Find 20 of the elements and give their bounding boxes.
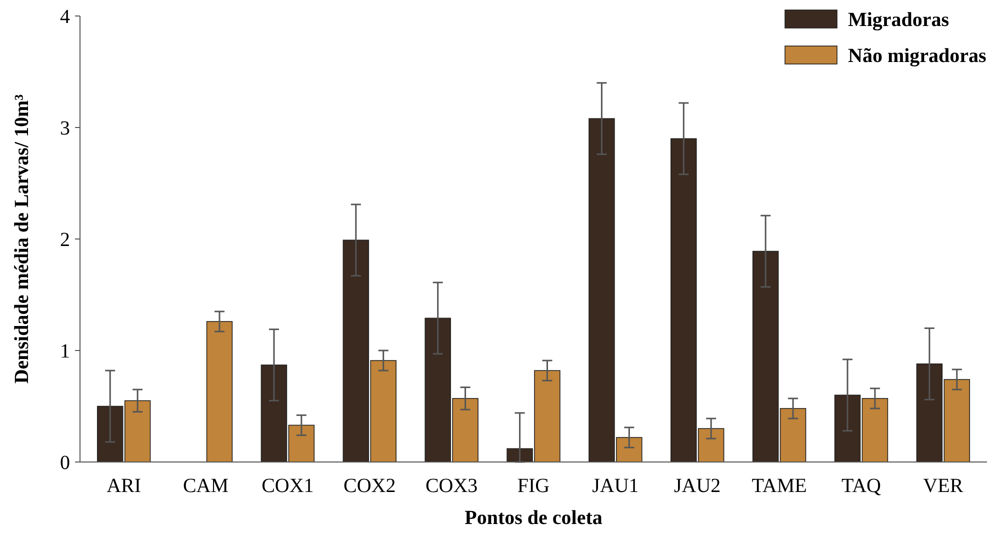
x-tick-label: COX1 [262,475,314,497]
legend-label: Não migradoras [848,45,987,67]
x-tick-label: VER [923,475,964,497]
x-tick-label: COX3 [425,475,478,497]
y-tick-label: 2 [60,229,70,251]
x-tick-label: TAQ [841,475,882,497]
y-tick-label: 0 [60,452,70,474]
x-tick-label: JAU1 [592,475,639,497]
y-tick-label: 1 [60,340,70,362]
x-tick-label: JAU2 [674,475,721,497]
x-tick-label: FIG [517,475,550,497]
x-tick-label: CAM [182,475,229,497]
x-tick-label: COX2 [344,475,396,497]
x-tick-label: TAME [752,475,807,497]
x-axis-title: Pontos de coleta [464,507,602,529]
legend-label: Migradoras [848,9,950,31]
x-tick-label: ARI [106,475,142,497]
y-axis-title: Densidade média de Larvas/ 10m³ [11,94,33,384]
y-tick-label: 3 [60,118,70,140]
y-tick-label: 4 [60,6,70,28]
